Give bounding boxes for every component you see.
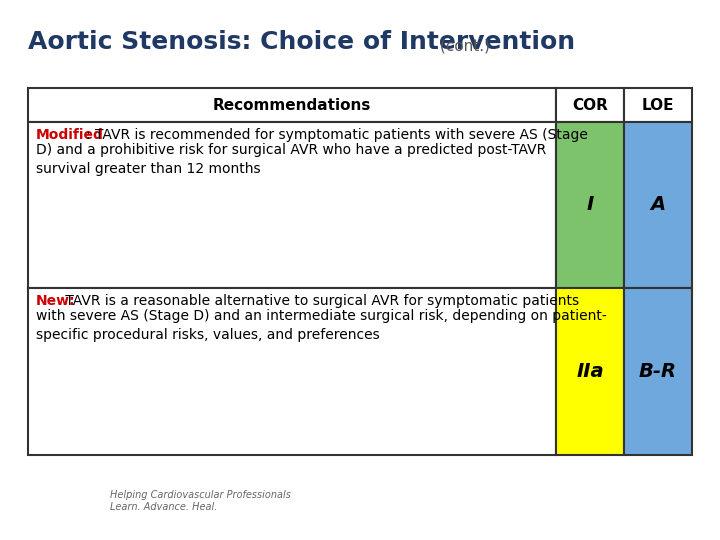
Text: D) and a prohibitive risk for surgical AVR who have a predicted post-TAVR
surviv: D) and a prohibitive risk for surgical A… — [36, 143, 546, 177]
Bar — [28, 288, 556, 455]
Text: Helping Cardiovascular Professionals: Helping Cardiovascular Professionals — [110, 490, 291, 500]
Text: (cont.): (cont.) — [435, 38, 490, 53]
Text: Learn. Advance. Heal.: Learn. Advance. Heal. — [110, 502, 217, 512]
Text: Modified: Modified — [36, 128, 104, 142]
Bar — [28, 88, 556, 122]
Text: B-R: B-R — [639, 362, 677, 381]
Text: COR: COR — [572, 98, 608, 112]
Bar — [556, 122, 624, 288]
Bar — [556, 88, 624, 122]
Text: : TAVR is recommended for symptomatic patients with severe AS (Stage: : TAVR is recommended for symptomatic pa… — [86, 128, 588, 142]
Text: Aortic Stenosis: Choice of Intervention: Aortic Stenosis: Choice of Intervention — [28, 30, 575, 54]
Text: A: A — [650, 195, 665, 214]
Bar — [556, 288, 624, 455]
Text: I: I — [586, 195, 593, 214]
Text: IIa: IIa — [576, 362, 604, 381]
Text: LOE: LOE — [642, 98, 674, 112]
Bar — [624, 288, 692, 455]
Text: Recommendations: Recommendations — [213, 98, 372, 112]
Bar — [624, 122, 692, 288]
Text: with severe AS (Stage D) and an intermediate surgical risk, depending on patient: with severe AS (Stage D) and an intermed… — [36, 309, 607, 342]
Bar — [624, 88, 692, 122]
Text: New:: New: — [36, 294, 76, 308]
Bar — [28, 122, 556, 288]
Text: TAVR is a reasonable alternative to surgical AVR for symptomatic patients: TAVR is a reasonable alternative to surg… — [60, 294, 579, 308]
